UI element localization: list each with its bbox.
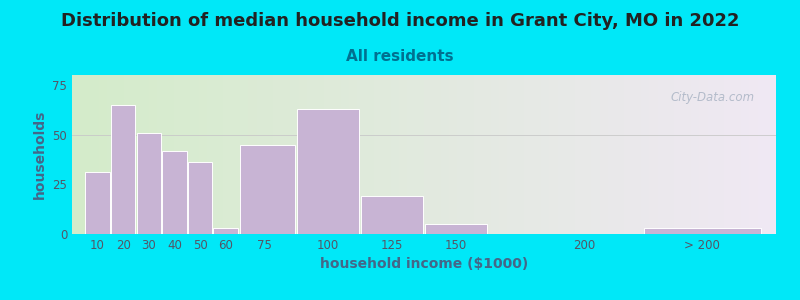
Bar [162, 151, 186, 234]
Y-axis label: households: households [33, 110, 46, 199]
Text: All residents: All residents [346, 50, 454, 64]
Bar [86, 172, 110, 234]
Bar [137, 133, 161, 234]
Bar [362, 196, 422, 234]
Bar [239, 145, 295, 234]
Bar [644, 228, 761, 234]
Bar [188, 163, 212, 234]
X-axis label: household income ($1000): household income ($1000) [320, 257, 528, 272]
Bar [426, 224, 486, 234]
Bar [214, 228, 238, 234]
Text: City-Data.com: City-Data.com [670, 91, 755, 104]
Bar [298, 109, 358, 234]
Bar [111, 105, 135, 234]
Text: Distribution of median household income in Grant City, MO in 2022: Distribution of median household income … [61, 12, 739, 30]
